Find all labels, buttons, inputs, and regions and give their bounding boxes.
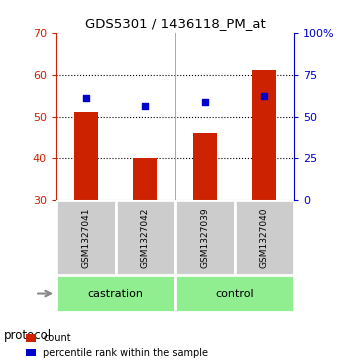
Bar [116,200,175,275]
Text: control: control [215,289,254,298]
Bar [133,158,157,200]
Point [83,95,89,101]
Text: GSM1327040: GSM1327040 [260,207,269,268]
Bar [74,112,98,200]
Bar [252,70,276,200]
Bar [175,200,234,275]
Bar [234,200,294,275]
Bar [56,275,175,312]
Text: GSM1327039: GSM1327039 [200,207,209,268]
Text: protocol: protocol [4,329,52,342]
Text: castration: castration [88,289,144,298]
Title: GDS5301 / 1436118_PM_at: GDS5301 / 1436118_PM_at [85,17,265,30]
Point [142,103,148,109]
Bar [56,200,116,275]
Bar [175,275,294,312]
Point [202,99,208,105]
Point [261,93,267,98]
Text: GSM1327041: GSM1327041 [81,207,90,268]
Legend: count, percentile rank within the sample: count, percentile rank within the sample [26,333,208,358]
Text: GSM1327042: GSM1327042 [141,208,150,268]
Bar [193,133,217,200]
